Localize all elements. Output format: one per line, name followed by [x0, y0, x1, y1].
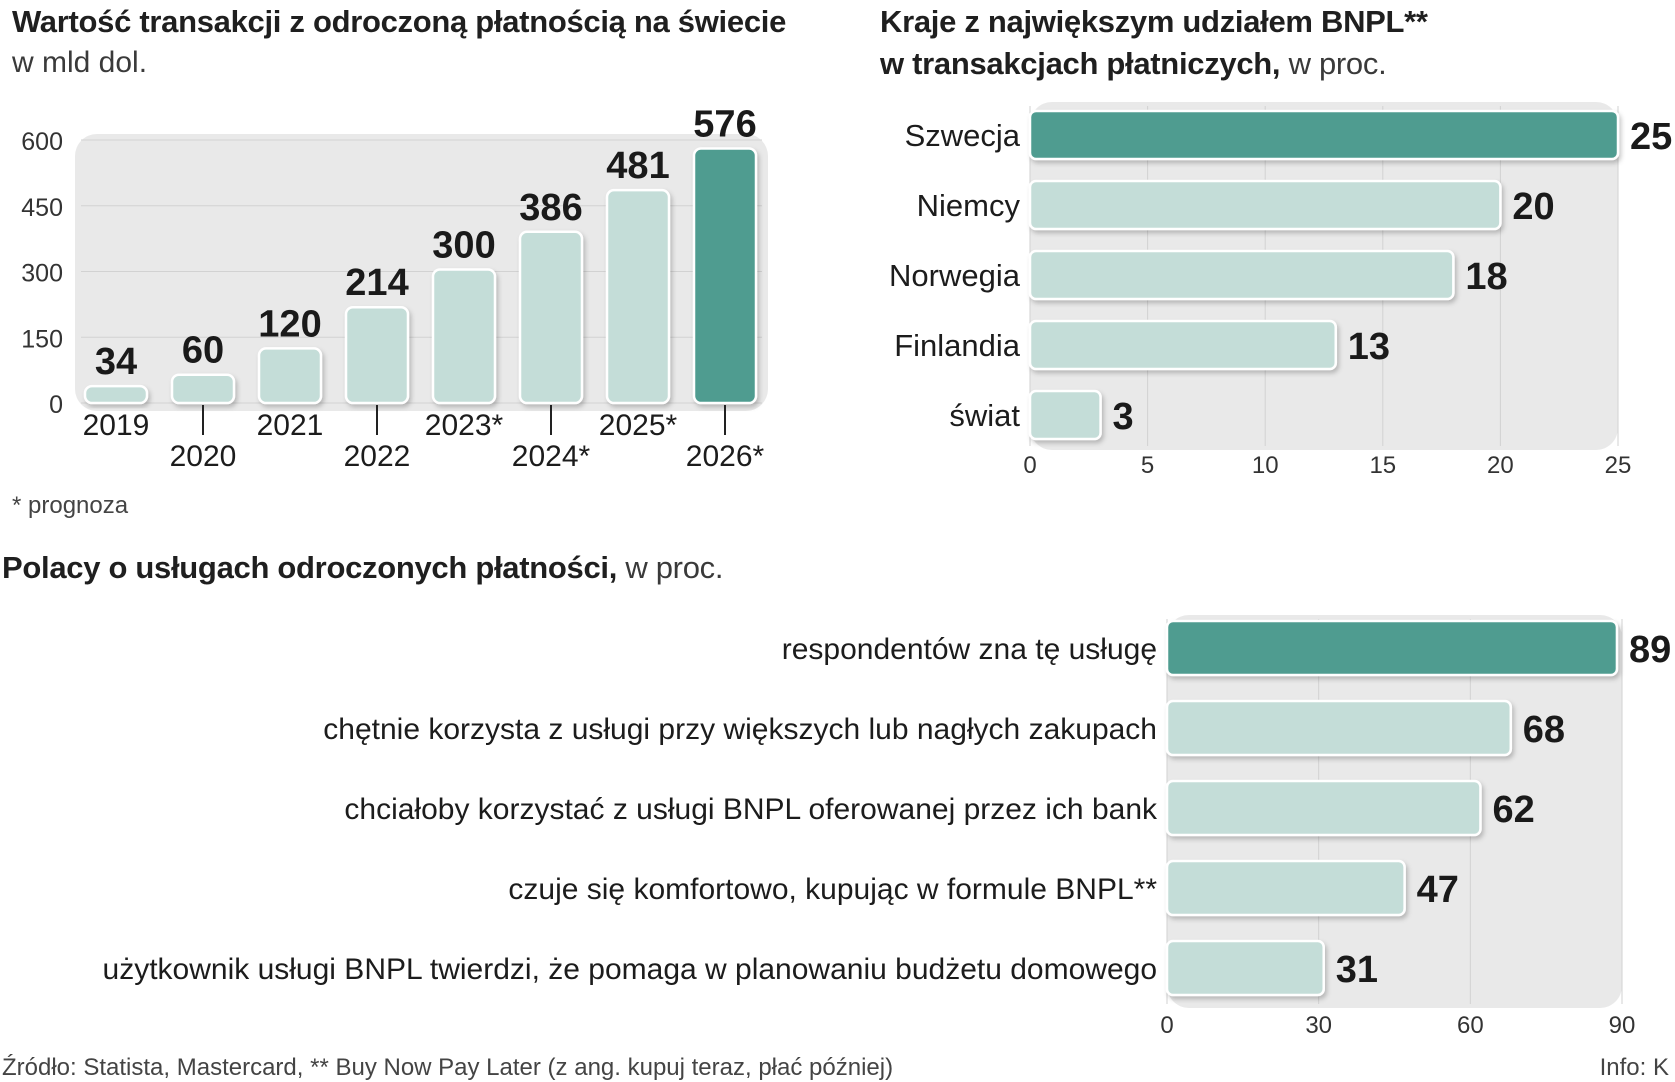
chart1-value-label: 60	[182, 330, 224, 372]
chart3-value-label: 31	[1336, 949, 1378, 991]
chart1-category-label: 2019	[83, 409, 150, 442]
chart1-value-label: 576	[693, 104, 756, 146]
chart2-category-label: świat	[949, 398, 1020, 433]
chart2-title-line2-text: w transakcjach płatniczych,	[880, 46, 1281, 81]
chart1-ytick-label: 0	[49, 391, 63, 419]
chart3-value-label: 47	[1417, 869, 1459, 911]
chart1-category-label: 2024*	[512, 440, 591, 473]
chart2-bar	[1028, 319, 1338, 371]
chart3-xtick-label: 60	[1457, 1012, 1484, 1039]
chart3-value-label: 62	[1492, 789, 1534, 831]
chart1-bar	[605, 188, 671, 405]
chart2-title: Kraje z największym udziałem BNPL**	[880, 4, 1428, 39]
chart2-bar	[1028, 179, 1502, 231]
chart3-category-label: użytkownik usługi BNPL twierdzi, że poma…	[103, 953, 1157, 986]
chart1-category-label: 2023*	[425, 409, 504, 442]
chart1-bar	[344, 305, 410, 405]
chart1-bar	[170, 373, 236, 405]
chart3-title-text: Polacy o usługach odroczonych płatności,	[2, 550, 618, 585]
chart2-xtick-label: 0	[1023, 452, 1036, 479]
chart3-category-label: respondentów zna tę usługę	[782, 633, 1157, 666]
chart1-panel	[75, 134, 768, 411]
chart1-category-label: 2025*	[599, 409, 678, 442]
chart2-svg: 0 5 10 15 20 25 Szwecja 25 Niemcy 20 Norwegia 18 Fin…	[889, 102, 1672, 479]
chart1-category-label: 2021	[257, 409, 324, 442]
chart3-unit: w proc.	[625, 550, 724, 585]
chart3-category-label: chciałoby korzystać z usługi BNPL oferow…	[344, 793, 1158, 826]
chart2-bar	[1028, 249, 1455, 301]
chart2-value-label: 13	[1348, 326, 1390, 368]
chart3-bar	[1165, 619, 1619, 677]
chart2-xtick-label: 20	[1487, 452, 1514, 479]
credit-text: Info: K	[1599, 1054, 1669, 1081]
chart3-category-label: chętnie korzysta z usługi przy większych…	[323, 713, 1157, 746]
chart1-ytick-label: 600	[21, 128, 63, 156]
chart1-ytick-label: 150	[21, 325, 63, 353]
chart3-value-label: 68	[1523, 709, 1565, 751]
chart1-category-label: 2022	[344, 440, 411, 473]
chart2-category-label: Finlandia	[894, 328, 1021, 363]
chart3-xtick-label: 90	[1609, 1012, 1636, 1039]
chart2-xtick-label: 25	[1605, 452, 1632, 479]
chart3-xtick-label: 0	[1160, 1012, 1173, 1039]
chart1-note: * prognoza	[12, 492, 129, 519]
chart1-value-label: 214	[345, 262, 408, 304]
chart2-category-label: Niemcy	[917, 188, 1021, 223]
chart1-subtitle: w mld dol.	[12, 46, 148, 79]
chart1-value-label: 481	[606, 145, 669, 187]
chart3-xtick-label: 30	[1305, 1012, 1332, 1039]
chart3-value-label: 89	[1629, 629, 1671, 671]
chart1-category-label: 2026*	[686, 440, 765, 473]
chart1-category-label: 2020	[170, 440, 237, 473]
chart2-bar	[1028, 389, 1102, 441]
chart1-bar	[518, 230, 584, 405]
source-text: Źródło: Statista, Mastercard, ** Buy Now…	[2, 1054, 894, 1081]
chart2-category-label: Szwecja	[905, 118, 1021, 153]
chart1-svg: 0 150 300 450 600 34 2019 60 2020 120 2021 214 2022 3…	[21, 104, 768, 473]
chart2-title-line2: w transakcjach płatniczych, w proc.	[880, 46, 1387, 82]
chart1-title: Wartość transakcji z odroczoną płatności…	[12, 4, 787, 39]
chart1-value-label: 386	[519, 187, 582, 229]
chart3-bar	[1165, 859, 1406, 917]
chart3-title: Polacy o usługach odroczonych płatności,…	[2, 550, 723, 586]
chart1-bar	[83, 384, 149, 405]
chart2-xtick-label: 5	[1141, 452, 1154, 479]
chart1-value-label: 34	[95, 341, 137, 383]
chart3-bar	[1165, 939, 1325, 997]
chart2-value-label: 18	[1465, 256, 1507, 298]
chart1-ytick-label: 300	[21, 260, 63, 288]
chart2-unit: w proc.	[1288, 46, 1387, 81]
chart1-value-label: 120	[258, 303, 321, 345]
chart1-value-label: 300	[432, 225, 495, 267]
chart3-bar	[1165, 779, 1482, 837]
chart1-bar	[692, 147, 758, 405]
chart2-value-label: 25	[1630, 116, 1672, 158]
chart1-ytick-label: 450	[21, 194, 63, 222]
chart2-value-label: 3	[1113, 396, 1134, 438]
chart1-bar	[257, 347, 323, 405]
chart3-category-label: czuje się komfortowo, kupując w formule …	[508, 873, 1157, 906]
chart2-value-label: 20	[1512, 186, 1554, 228]
chart2-xtick-label: 15	[1369, 452, 1396, 479]
chart3-bar	[1165, 699, 1513, 757]
chart2-bar	[1028, 109, 1620, 161]
chart1-bar	[431, 268, 497, 405]
chart2-xtick-label: 10	[1252, 452, 1279, 479]
chart2-category-label: Norwegia	[889, 258, 1021, 293]
chart3-svg: 0 30 60 90 respondentów zna tę usługę 89 chętn…	[103, 615, 1671, 1039]
